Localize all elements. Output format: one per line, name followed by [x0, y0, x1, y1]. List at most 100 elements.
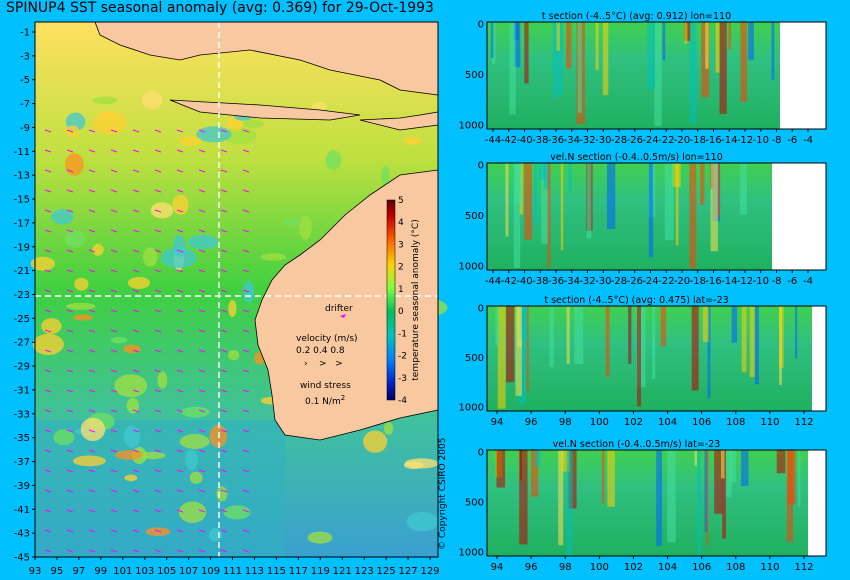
wind-arrow [198, 369, 206, 373]
section-x-tick: -12 [737, 276, 753, 287]
map-lat-tick: -25 [14, 314, 30, 325]
section-streak [602, 22, 609, 96]
section-streak [558, 450, 564, 546]
wind-arrow [220, 429, 228, 433]
wind-arrow [154, 189, 162, 193]
section-streak [566, 450, 573, 556]
section-y-tick: 500 [465, 211, 484, 222]
wind-arrow [66, 209, 74, 213]
section-x-tick: -40 [516, 135, 532, 146]
map-lon-tick: 109 [201, 566, 220, 577]
sst-eddy [65, 153, 84, 176]
section-streak [549, 306, 554, 368]
sst-eddy [172, 194, 189, 215]
map-lat-tick: -35 [14, 433, 30, 444]
section-streak [740, 22, 748, 102]
wind-arrow [176, 349, 184, 353]
section-y-tick: 500 [465, 498, 484, 509]
wind-arrow [154, 249, 162, 253]
section-streak [607, 450, 615, 507]
section-x-tick: 108 [726, 562, 745, 573]
wind-arrow [88, 269, 96, 273]
sst-eddy [307, 531, 333, 544]
sst-eddy [66, 125, 80, 137]
section-x-tick: 102 [624, 562, 643, 573]
wind-arrow [198, 549, 206, 553]
wind-arrow [198, 529, 206, 533]
section-x-tick: -34 [564, 135, 580, 146]
section-streak [705, 22, 709, 69]
map-lat-tick: -23 [14, 290, 30, 301]
no-data-region [812, 306, 826, 411]
wind-arrow [110, 449, 118, 453]
section-streak [636, 306, 646, 387]
wind-arrow [132, 229, 140, 233]
sst-eddy [114, 374, 148, 398]
section-x-tick: -32 [579, 135, 595, 146]
section-field [487, 306, 826, 411]
section-y-tick: 1000 [459, 121, 484, 132]
wind-arrow [198, 469, 206, 473]
wind-arrow [154, 269, 162, 273]
colorbar-tick: 4 [398, 218, 404, 228]
section-x-tick: -30 [595, 276, 611, 287]
wind-arrow [132, 329, 140, 333]
map-lat-tick: -7 [20, 99, 30, 110]
wind-arrow [110, 289, 118, 293]
wind-arrow [110, 429, 118, 433]
map-frame [34, 21, 439, 558]
wind-arrow [132, 129, 140, 133]
wind-arrow [88, 369, 96, 373]
wind-arrow [132, 449, 140, 453]
colorbar-tick: -1 [398, 329, 407, 339]
wind-arrow [220, 349, 228, 353]
sst-eddy [66, 302, 96, 310]
section-y-tick: 1000 [459, 403, 484, 414]
wind-arrow [154, 129, 162, 133]
map-lon-tick: 121 [333, 566, 352, 577]
sst-eddy [161, 247, 197, 269]
wind-arrow [44, 349, 52, 353]
section-streak [535, 450, 541, 467]
wind-arrow [66, 349, 74, 353]
wind-arrow [88, 349, 96, 353]
sst-eddy [181, 406, 210, 418]
section-x-tick: -20 [674, 135, 690, 146]
section-streak [514, 22, 521, 68]
colorbar-tick: 0 [398, 307, 404, 317]
wind-arrow [66, 309, 74, 313]
wind-arrow [220, 409, 228, 413]
wind-arrow [220, 289, 228, 293]
sst-eddy [150, 202, 174, 219]
section-streak [566, 22, 572, 69]
land-asia [94, 21, 439, 96]
wind-arrow [44, 449, 52, 453]
section-x-tick: -4 [803, 276, 813, 287]
wind-arrow [66, 249, 74, 253]
section-streak [694, 450, 697, 466]
section-streak [728, 22, 732, 50]
sst-eddy [74, 277, 89, 291]
sst-eddy [53, 429, 75, 446]
wind-stress-vectors [44, 129, 250, 553]
wind-arrow [66, 149, 74, 153]
wind-arrow [110, 329, 118, 333]
section-streak [664, 163, 674, 241]
section-streak [648, 163, 654, 258]
map-lat-tick: -5 [20, 75, 30, 86]
velocity-arrows-icon: › > > [304, 359, 343, 369]
section-x-tick: -42 [501, 276, 517, 287]
wind-arrow [154, 489, 162, 493]
map-lon-tick: 97 [73, 566, 86, 577]
section-x-tick: 106 [692, 417, 711, 428]
wind-arrow [44, 509, 52, 513]
section-streak [506, 306, 515, 383]
wind-arrow [66, 489, 74, 493]
section-x-tick: -8 [772, 135, 782, 146]
sst-eddy [363, 430, 388, 453]
section-x-tick: -18 [690, 135, 706, 146]
wind-arrow [220, 269, 228, 273]
section-streak [519, 306, 528, 342]
section-streak [595, 22, 599, 71]
